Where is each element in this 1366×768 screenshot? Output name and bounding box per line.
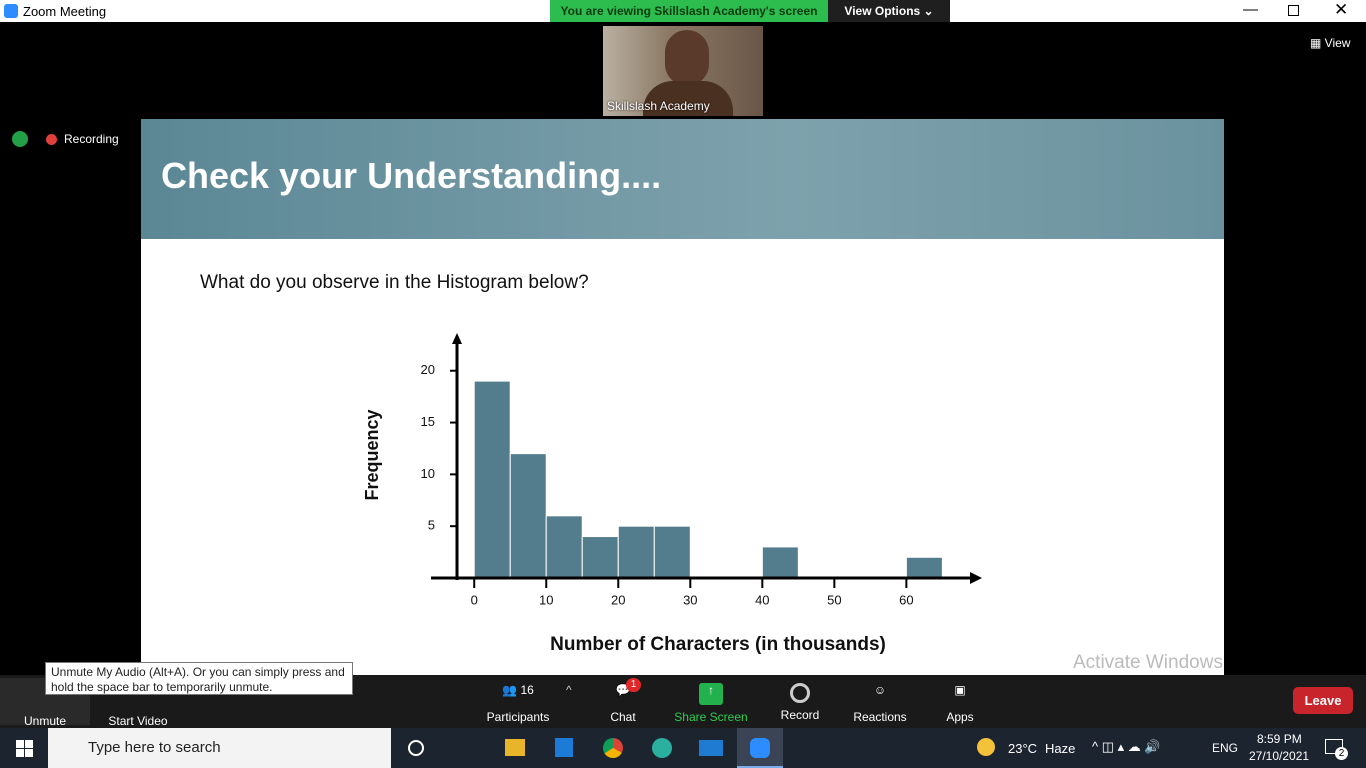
start-video-button[interactable]: Start Video [93,714,183,728]
record-icon [790,683,810,703]
y-axis-arrow [452,333,462,344]
apps-button[interactable]: ▣ Apps [915,683,1005,724]
bar [509,453,547,579]
person-body [643,81,733,116]
cortana[interactable] [408,740,424,756]
x-tick-label: 30 [683,592,697,607]
participants-label: Participants [486,710,550,724]
share-screen-button[interactable]: ↑ Share Screen [666,683,756,724]
security-icon [12,131,28,147]
bar [617,525,655,579]
reactions-button[interactable]: ☺ Reactions [835,683,925,724]
window-title: Zoom Meeting [23,4,107,19]
taskbar: Type here to search 23°C Haze ^ ◫ ▴ ☁ 🔊 … [0,728,1366,768]
language: ENG [1212,741,1239,755]
view-button[interactable]: ▦ View [1310,36,1351,50]
person-head [665,30,709,86]
recording-label: Recording [64,132,119,146]
bar [545,515,583,579]
slide-header: Check your Understanding.... [141,119,1224,239]
share-screen-label: Share Screen [674,710,748,724]
explorer-icon[interactable] [505,739,525,756]
bar [473,380,511,579]
slide-question: What do you observe in the Histogram bel… [200,272,589,293]
mail-icon[interactable] [699,740,723,756]
restore[interactable] [1288,5,1299,16]
watermark-title: Activate Windows [1073,652,1223,673]
apps-icon: ▣ [954,683,966,697]
chat-label: Chat [610,710,636,724]
weather: Haze [1045,741,1076,756]
recording-dot [46,134,57,145]
video-name: Skillslash Academy [607,99,710,113]
participants-count: 16 [520,683,534,697]
chrome-icon[interactable] [603,738,623,758]
x-tick-label: 50 [827,592,841,607]
x-tick-label: 10 [539,592,553,607]
weather-icon [977,738,995,756]
y-tick-label: 15 [421,414,435,429]
reactions-icon: ☺ [873,683,887,697]
bar [581,536,619,579]
chat-icon: 💬 [615,683,631,697]
close[interactable]: ✕ [1334,0,1349,19]
start-video-label: Start Video [108,714,168,728]
x-axis-arrow [970,572,982,584]
y-axis-label: Frequency [362,409,382,500]
chat-button[interactable]: 💬 Chat [578,683,668,724]
clock-date: 27/10/2021 [1249,749,1310,763]
bar [653,525,691,579]
app-icon [4,4,18,18]
tooltip: Unmute My Audio (Alt+A). Or you can simp… [45,662,353,695]
record-button[interactable]: Record [755,683,845,722]
x-tick-label: 60 [899,592,913,607]
notification-icon[interactable] [1325,739,1343,754]
view-label: View [1324,36,1351,50]
bar [905,556,943,579]
zoom-icon [750,738,770,758]
search-box[interactable]: Type here to search [48,728,391,768]
y-tick-label: 5 [428,518,435,533]
share-icon: ↑ [699,683,723,705]
video-tile[interactable]: Skillslash Academy [603,26,763,116]
y-tick-label: 20 [421,362,435,377]
x-tick-label: 20 [611,592,625,607]
histogram: Frequency Number of Characters (in thous… [362,333,982,655]
notification-count: 2 [1335,747,1348,760]
x-tick-label: 0 [471,592,478,607]
share-banner: You are viewing Skillslash Academy's scr… [550,0,828,22]
apps-label: Apps [946,710,974,724]
record-label: Record [780,708,820,722]
participants-caret[interactable]: ^ [566,683,572,697]
start-button[interactable] [16,740,33,757]
reactions-label: Reactions [853,710,907,724]
bar [761,546,799,579]
view-options[interactable]: View Options ⌄ [828,0,950,22]
minimize[interactable]: — [1243,1,1258,18]
y-tick-label: 10 [421,466,435,481]
participants-button[interactable]: 👥 16 Participants [473,683,563,724]
zoom-taskbar-button[interactable] [737,728,783,768]
slide-title: Check your Understanding.... [161,155,662,196]
leave-button[interactable]: Leave [1293,687,1353,714]
store-icon[interactable] [555,738,573,757]
slide: Check your Understanding.... What do you… [141,119,1224,675]
clock-time: 8:59 PM [1257,732,1302,746]
edge-icon[interactable] [652,738,672,758]
view-options-label: View Options [844,4,921,18]
search-placeholder: Type here to search [88,739,221,756]
unmute-label: Unmute [23,714,67,728]
tray-icons[interactable]: ^ ◫ ▴ ☁ 🔊 [1092,739,1161,754]
temperature: 23°C [1008,741,1038,756]
chat-badge: 1 [626,678,641,692]
x-tick-label: 40 [755,592,769,607]
x-axis-label: Number of Characters (in thousands) [550,634,886,655]
participants-icon: 👥 16 [502,683,534,697]
